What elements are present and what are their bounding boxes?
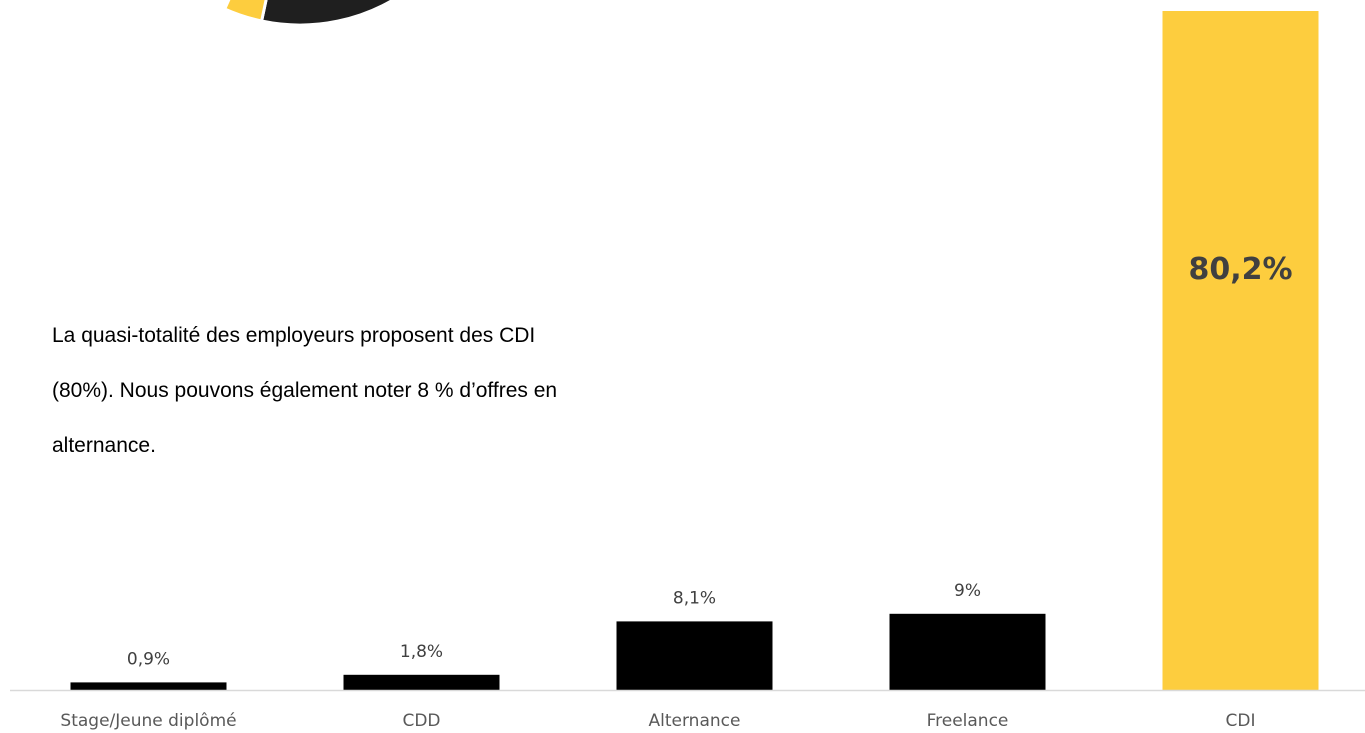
data-label: 8,1% (673, 588, 716, 608)
pie-chart-fragment (222, 0, 396, 27)
data-label: 9% (954, 581, 981, 601)
caption-line: alternance. (52, 434, 156, 457)
data-label: 0,9% (127, 649, 170, 669)
x-tick-label: Stage/Jeune diplômé (60, 711, 236, 731)
bar-freelance (889, 613, 1046, 690)
bar-cdi (1162, 11, 1319, 690)
x-tick-label: CDD (402, 711, 440, 731)
chart-caption: La quasi-totalité des employeurs propose… (52, 318, 752, 483)
pie-slice (259, 0, 396, 27)
bars (70, 11, 1319, 690)
bar-alternance (616, 621, 773, 690)
data-label: 1,8% (400, 642, 443, 662)
value-labels: 0,9% 1,8% 8,1% 9% 80,2% (127, 252, 1293, 669)
pie-slice (222, 0, 268, 23)
category-labels: Stage/Jeune diplômé CDD Alternance Freelanc… (60, 711, 1255, 731)
data-label: 80,2% (1188, 252, 1292, 287)
caption-line: (80%). Nous pouvons également noter 8 % … (52, 379, 558, 402)
x-tick-label: Alternance (649, 711, 741, 731)
bar-cdd (343, 674, 500, 690)
x-tick-label: CDI (1226, 711, 1256, 731)
caption-line: La quasi-totalité des employeurs propose… (52, 324, 536, 347)
x-tick-label: Freelance (927, 711, 1009, 731)
bar-stage-jeune-dipl-m- (70, 682, 227, 690)
